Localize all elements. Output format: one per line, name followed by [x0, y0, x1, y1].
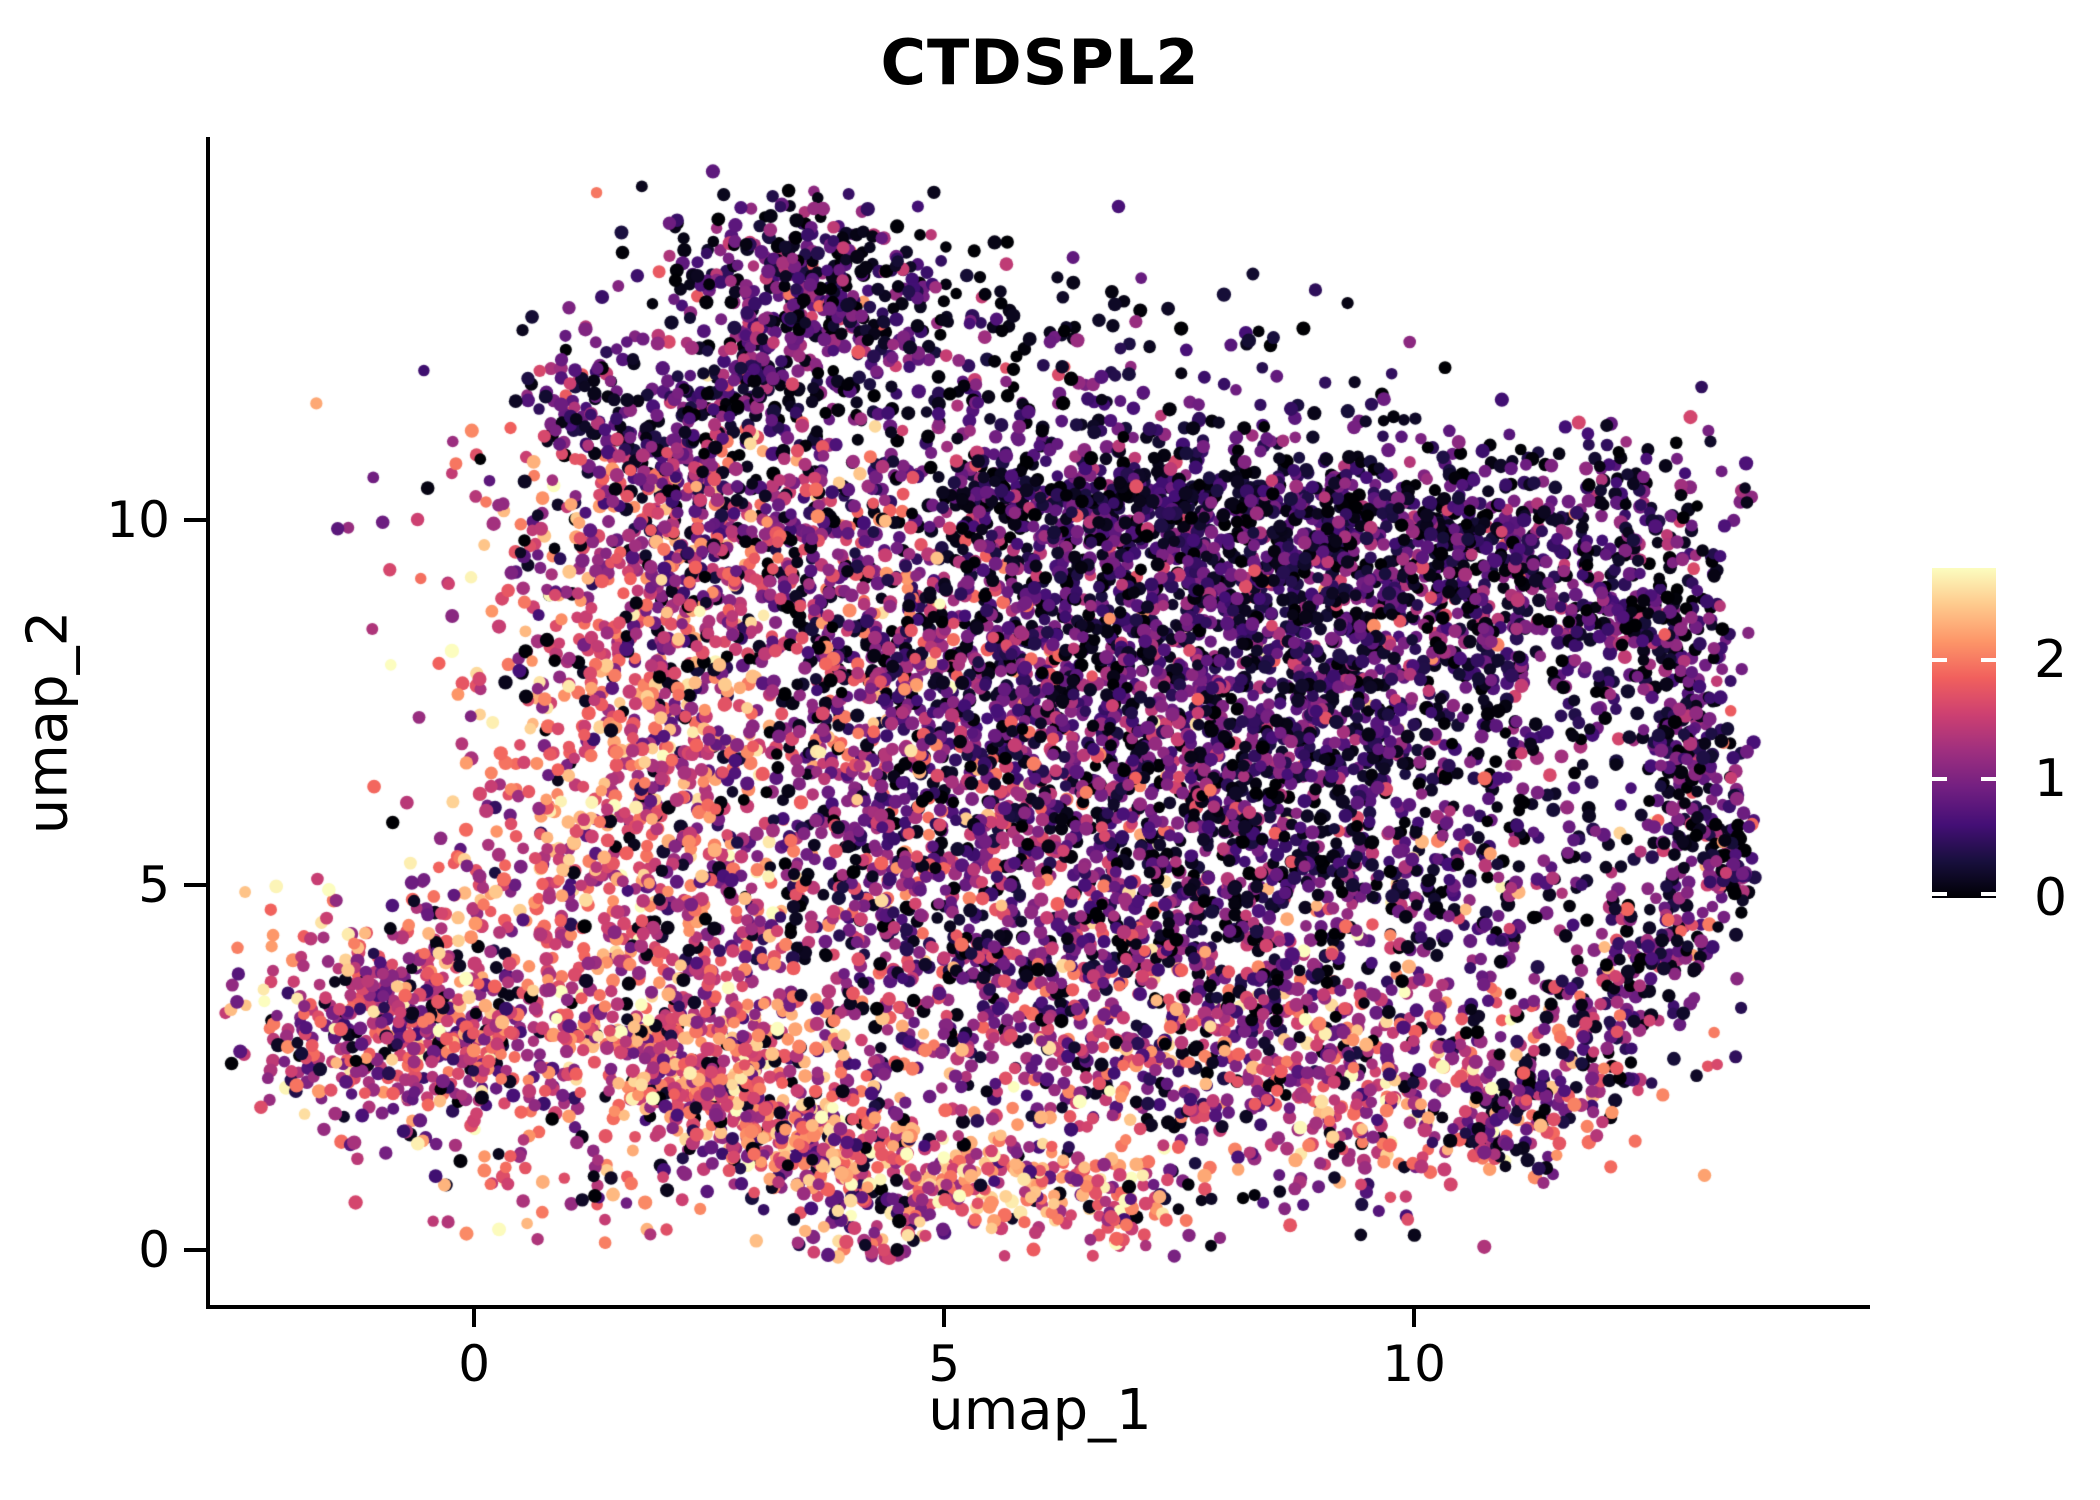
y-tick-label: 5 — [138, 856, 170, 915]
x-tick-mark — [942, 1309, 947, 1327]
colorbar-tick-label: 1 — [2034, 748, 2068, 809]
colorbar-tick-mark — [1981, 892, 1996, 896]
colorbar-tick-mark — [1932, 892, 1947, 896]
colorbar-tick-label: 0 — [2034, 868, 2068, 928]
colorbar-tick-mark — [1932, 657, 1947, 662]
x-tick-label: 10 — [1382, 1335, 1446, 1393]
x-axis-line — [206, 1305, 1870, 1309]
y-tick-mark — [184, 518, 206, 523]
x-axis-label: umap_1 — [928, 1378, 1152, 1443]
x-tick-mark — [1412, 1309, 1417, 1327]
plot-title: CTDSPL2 — [880, 26, 1200, 99]
x-tick-label: 0 — [458, 1335, 491, 1393]
x-tick-mark — [472, 1309, 477, 1327]
x-tick-label: 5 — [928, 1335, 961, 1393]
y-axis-label: umap_2 — [15, 610, 81, 835]
y-tick-mark — [184, 883, 206, 888]
y-tick-label: 10 — [106, 491, 170, 550]
y-tick-mark — [184, 1248, 206, 1253]
colorbar-tick-mark — [1981, 657, 1996, 662]
colorbar-tick-mark — [1932, 776, 1947, 781]
colorbar — [1932, 568, 1996, 898]
y-tick-label: 0 — [138, 1221, 170, 1280]
y-axis-line — [206, 137, 210, 1309]
colorbar-tick-mark — [1981, 776, 1996, 781]
colorbar-tick-label: 2 — [2034, 629, 2068, 690]
